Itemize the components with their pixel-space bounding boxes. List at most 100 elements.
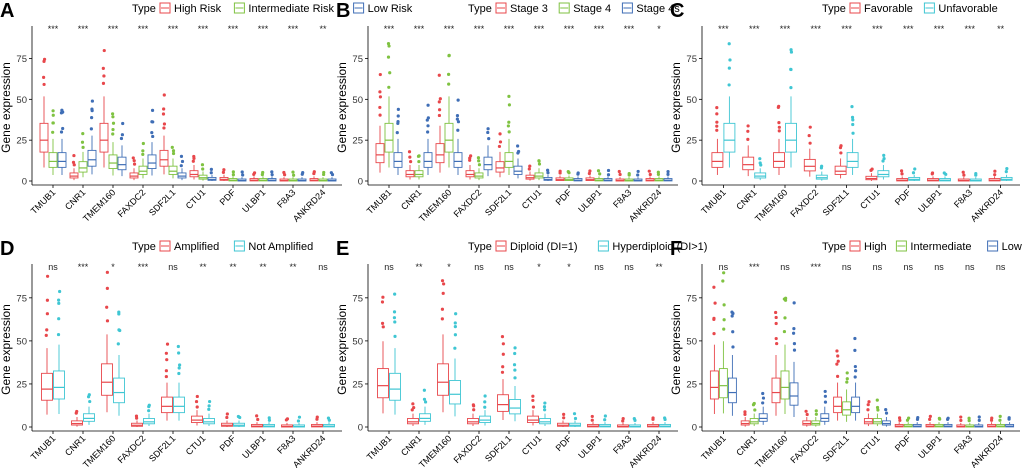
box-pdf-diploid-di-1- xyxy=(557,412,569,427)
outlier-point xyxy=(191,159,195,163)
box-faxdc2-stage-3 xyxy=(465,154,475,180)
significance-label: ns xyxy=(842,262,852,272)
outlier-point xyxy=(410,408,414,412)
outlier-point xyxy=(1005,167,1009,171)
box-tmem160-stage-4 xyxy=(444,53,454,168)
box-ulbp1-stage-4s xyxy=(603,168,613,182)
panel-label: A xyxy=(0,0,14,22)
outlier-point xyxy=(179,164,183,168)
outlier-point xyxy=(56,332,61,337)
outlier-point xyxy=(441,291,445,295)
box-iqr xyxy=(785,122,797,153)
x-tick-label: ANKRD24 xyxy=(969,187,1005,223)
outlier-point xyxy=(993,173,997,177)
outlier-point xyxy=(396,114,400,118)
x-tick-label: ULBP1 xyxy=(240,187,267,214)
significance-label: ** xyxy=(199,262,207,272)
outlier-point xyxy=(105,319,110,323)
outlier-point xyxy=(562,412,566,416)
outlier-point xyxy=(967,416,971,420)
outlier-point xyxy=(636,173,640,177)
outlier-point xyxy=(911,171,916,175)
box-iqr xyxy=(449,380,461,405)
outlier-point xyxy=(51,121,55,125)
outlier-point xyxy=(301,171,305,175)
box-ulbp1-low-risk xyxy=(267,170,277,182)
box-iqr xyxy=(803,158,816,172)
outlier-point xyxy=(746,137,750,142)
outlier-point xyxy=(777,125,781,129)
significance-label: *** xyxy=(811,262,822,272)
legend-entry: High xyxy=(864,241,887,253)
box-cnr1-intermediate-risk xyxy=(78,131,88,178)
box-tmem160-high-risk xyxy=(99,48,109,168)
y-tick-label: 0 xyxy=(358,177,363,188)
outlier-point xyxy=(141,149,145,153)
box-sdf2l1-unfavorable xyxy=(846,105,859,175)
x-tick-label: CTU1 xyxy=(184,187,208,211)
y-tick-label: 50 xyxy=(352,336,363,347)
y-tick-label: 75 xyxy=(16,54,27,65)
outlier-point xyxy=(501,342,505,346)
box-pdf-favorable xyxy=(896,169,909,182)
outlier-point xyxy=(57,298,61,302)
y-tick-label: 25 xyxy=(686,379,697,390)
outlier-point xyxy=(396,107,400,111)
outlier-point xyxy=(477,163,482,167)
box-ulbp1-high-risk xyxy=(249,171,259,182)
outlier-point xyxy=(416,154,421,158)
outlier-point xyxy=(329,171,333,175)
outlier-point xyxy=(378,72,382,77)
box-iqr xyxy=(405,170,415,178)
outlier-point xyxy=(132,162,137,166)
box-tmem160-intermediate-risk xyxy=(108,112,118,176)
box-iqr xyxy=(709,370,719,400)
x-tick-label: ULBP1 xyxy=(576,187,603,214)
significance-label: ** xyxy=(229,262,237,272)
legend-swatch xyxy=(849,2,861,14)
box-iqr xyxy=(504,152,514,168)
box-iqr xyxy=(872,418,882,425)
box-iqr xyxy=(474,172,484,179)
outlier-point xyxy=(378,90,382,94)
box-tmem160-diploid-di-1- xyxy=(437,279,449,413)
outlier-point xyxy=(150,131,154,135)
box-f8a3-amplified xyxy=(281,417,293,428)
outlier-point xyxy=(121,121,125,126)
outlier-point xyxy=(380,321,385,325)
outlier-point xyxy=(447,82,451,86)
x-tick-label: SDF2L1 xyxy=(821,187,851,217)
outlier-point xyxy=(58,289,62,294)
x-tick-label: TMUB1 xyxy=(29,433,58,462)
box-pdf-not-amplified xyxy=(233,414,245,427)
significance-label: * xyxy=(447,262,451,272)
box-iqr xyxy=(189,170,199,178)
outlier-point xyxy=(761,396,766,400)
outlier-point xyxy=(261,170,265,175)
outlier-point xyxy=(603,414,607,418)
box-ankrd24-amplified xyxy=(311,415,323,428)
outlier-point xyxy=(937,416,941,420)
outlier-point xyxy=(426,103,430,107)
outlier-point xyxy=(853,348,857,352)
outlier-point xyxy=(590,414,594,419)
outlier-point xyxy=(105,305,109,309)
box-tmem160-stage-3 xyxy=(435,73,445,173)
box-pdf-hyperdiploid-di-1- xyxy=(569,412,581,427)
box-iqr xyxy=(87,149,97,167)
outlier-point xyxy=(851,131,855,135)
box-ctu1-low xyxy=(881,408,891,427)
outlier-point xyxy=(651,416,655,420)
y-axis-label: Gene expression xyxy=(0,304,13,395)
box-iqr xyxy=(41,372,53,401)
legend-swatch xyxy=(923,2,935,14)
box-iqr xyxy=(444,122,454,153)
outlier-point xyxy=(291,170,295,174)
outlier-point xyxy=(426,130,430,134)
box-sdf2l1-high xyxy=(833,349,843,421)
outlier-point xyxy=(447,53,451,57)
box-iqr xyxy=(419,413,431,422)
box-ankrd24-favorable xyxy=(988,169,1001,182)
